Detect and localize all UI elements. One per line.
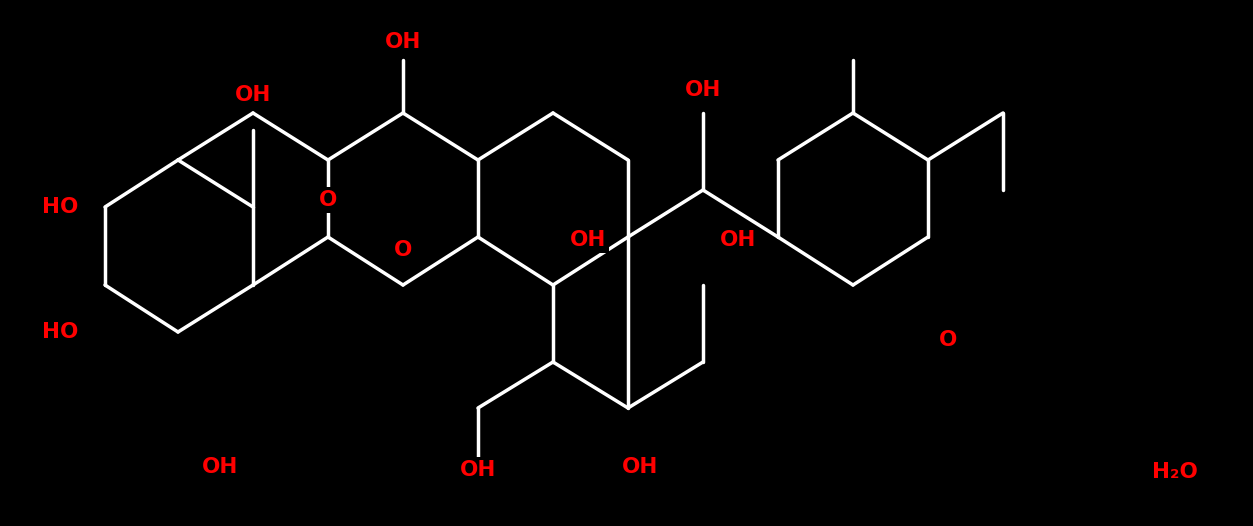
Text: OH: OH: [570, 230, 606, 250]
Text: OH: OH: [385, 32, 421, 52]
Text: OH: OH: [234, 85, 271, 105]
Text: OH: OH: [202, 457, 238, 477]
Text: OH: OH: [685, 80, 722, 100]
Text: OH: OH: [460, 460, 496, 480]
Text: OH: OH: [720, 230, 757, 250]
Text: O: O: [393, 240, 412, 260]
Text: O: O: [938, 330, 957, 350]
Text: HO: HO: [41, 322, 78, 342]
Text: OH: OH: [621, 457, 658, 477]
Text: HO: HO: [41, 197, 78, 217]
Text: H₂O: H₂O: [1152, 462, 1198, 482]
Text: O: O: [318, 190, 337, 210]
